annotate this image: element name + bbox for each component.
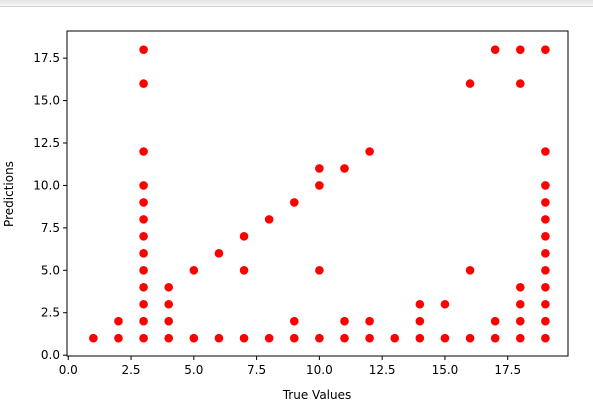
plot-frame [66, 30, 569, 357]
data-point [289, 198, 299, 207]
data-point [365, 147, 374, 156]
data-point [440, 299, 450, 309]
data-point [164, 282, 174, 292]
data-point [541, 232, 550, 241]
data-points [89, 45, 550, 343]
data-point [239, 266, 249, 275]
data-point [340, 333, 349, 343]
data-point [490, 45, 500, 54]
data-point [465, 79, 475, 88]
data-point [340, 164, 349, 173]
data-point [315, 181, 324, 190]
x-axis-label: True Values [282, 388, 352, 402]
data-point [515, 45, 525, 54]
data-point [139, 181, 148, 190]
data-point [465, 266, 475, 275]
data-point [541, 316, 550, 326]
data-point [490, 316, 500, 326]
data-point [139, 266, 148, 275]
data-point [541, 333, 550, 343]
data-point [415, 316, 425, 326]
data-point [541, 45, 550, 54]
y-tick-label: 15.0 [33, 94, 60, 108]
x-tick-label: 17.5 [494, 363, 521, 377]
data-point [541, 198, 550, 207]
y-axis-ticks: 0.0 2.5 5.0 7.5 10.0 12.5 15.0 17.5 [33, 51, 67, 362]
x-tick-label: 0.0 [59, 363, 78, 377]
data-point [541, 181, 550, 190]
data-point [139, 333, 148, 343]
x-tick-label: 15.0 [432, 363, 459, 377]
y-tick-label: 12.5 [33, 136, 60, 150]
x-tick-label: 7.5 [247, 363, 266, 377]
x-tick-label: 10.0 [306, 363, 333, 377]
y-tick-label: 10.0 [33, 178, 60, 192]
data-point [515, 282, 525, 292]
data-point [541, 249, 550, 258]
data-point [139, 282, 148, 292]
data-point [515, 316, 525, 326]
data-point [89, 333, 98, 343]
data-point [239, 232, 249, 241]
data-point [315, 333, 324, 343]
data-point [465, 333, 475, 343]
data-point [340, 316, 349, 326]
data-point [189, 333, 199, 343]
data-point [315, 266, 324, 275]
data-point [515, 333, 525, 343]
data-point [541, 282, 550, 292]
data-point [365, 333, 374, 343]
y-tick-label: 5.0 [41, 263, 60, 277]
data-point [264, 215, 274, 224]
data-point [390, 333, 400, 343]
data-point [139, 249, 148, 258]
data-point [139, 215, 148, 224]
y-tick-label: 0.0 [41, 348, 60, 362]
data-point [315, 164, 324, 173]
y-tick-label: 17.5 [33, 51, 60, 65]
data-point [541, 147, 550, 156]
data-point [139, 299, 148, 309]
data-point [239, 333, 249, 343]
x-tick-label: 12.5 [369, 363, 396, 377]
data-point [541, 266, 550, 275]
x-tick-label: 5.0 [184, 363, 203, 377]
data-point [541, 215, 550, 224]
data-point [214, 249, 224, 258]
data-point [164, 316, 174, 326]
data-point [415, 299, 425, 309]
data-point [189, 266, 199, 275]
data-point [440, 333, 450, 343]
y-axis-label: Predictions [2, 161, 16, 227]
plot-area [67, 31, 568, 356]
data-point [515, 299, 525, 309]
data-point [365, 316, 374, 326]
data-point [139, 198, 148, 207]
data-point [164, 299, 174, 309]
data-point [214, 333, 224, 343]
data-point [139, 45, 148, 54]
data-point [289, 316, 299, 326]
data-point [264, 333, 274, 343]
x-axis-ticks: 0.0 2.5 5.0 7.5 10.0 12.5 15.0 17.5 [59, 356, 521, 377]
data-point [541, 299, 550, 309]
y-tick-label: 7.5 [41, 221, 60, 235]
y-tick-label: 2.5 [41, 306, 60, 320]
data-point [139, 316, 148, 326]
data-point [139, 147, 148, 156]
data-point [490, 333, 500, 343]
data-point [114, 316, 123, 326]
data-point [139, 232, 148, 241]
data-point [415, 333, 425, 343]
window-top-edge [0, 0, 593, 7]
data-point [289, 333, 299, 343]
x-tick-label: 2.5 [121, 363, 140, 377]
data-point [139, 79, 148, 88]
data-point [515, 79, 525, 88]
data-point [114, 333, 123, 343]
data-point [164, 333, 174, 343]
